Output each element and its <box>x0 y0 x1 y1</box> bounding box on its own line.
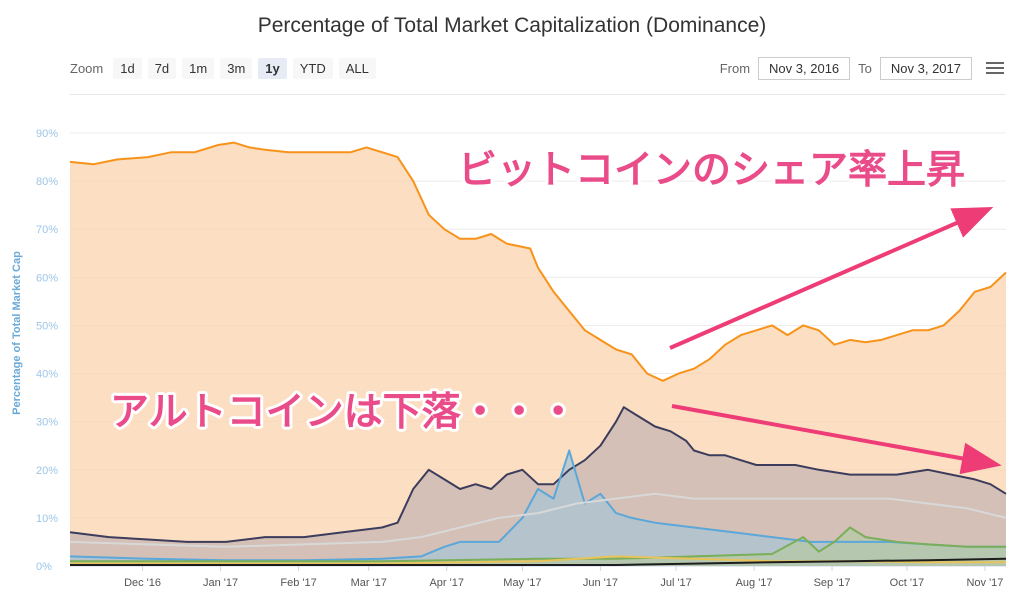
x-tick-label: Jun '17 <box>583 577 618 589</box>
zoom-ytd-button[interactable]: YTD <box>292 58 333 79</box>
from-label: From <box>719 61 751 76</box>
x-tick-label: Mar '17 <box>351 577 387 589</box>
y-tick-label: 60% <box>36 272 58 284</box>
x-tick-label: Jan '17 <box>203 577 238 589</box>
y-axis-title: Percentage of Total Market Cap <box>11 251 23 415</box>
series-area-bitcoin <box>70 142 1006 566</box>
altcoin-fall-arrow <box>671 404 1002 475</box>
y-tick-label: 40% <box>36 369 58 381</box>
y-tick-label: 50% <box>36 320 58 332</box>
y-tick-label: 20% <box>36 465 58 477</box>
zoom-3m-button[interactable]: 3m <box>220 58 253 79</box>
zoom-all-button[interactable]: ALL <box>338 58 376 79</box>
x-tick-label: Sep '17 <box>814 577 851 589</box>
series-line-litecoin <box>70 526 1006 563</box>
series-line-ethereum <box>69 406 1007 543</box>
series-areas <box>70 142 1006 566</box>
to-label: To <box>858 61 872 76</box>
series-line-yellow <box>70 555 1006 565</box>
y-tick-label: 0% <box>36 561 52 573</box>
x-tick-label: Jul '17 <box>660 577 691 589</box>
hamburger-menu-icon[interactable] <box>986 62 1004 76</box>
x-tick-label: Nov '17 <box>966 577 1003 589</box>
zoom-label: Zoom <box>70 61 104 76</box>
x-tick-label: Dec '16 <box>124 577 161 589</box>
zoom-7d-button[interactable]: 7d <box>147 58 177 79</box>
series-lines <box>69 141 1007 566</box>
date-range: From Nov 3, 2016 To Nov 3, 2017 <box>720 57 972 80</box>
chart-title: Percentage of Total Market Capitalizatio… <box>257 14 767 37</box>
y-tick-label: 10% <box>36 513 58 525</box>
altcoin-decline-annotation: アルトコインは下落・・・ <box>110 390 578 435</box>
x-axis-ticks: Dec '16 Jan '17 Feb '17 Mar '17 Apr '17 May '… <box>124 566 1003 589</box>
zoom-1d-button[interactable]: 1d <box>113 58 142 79</box>
zoom-bar: Zoom 1d 7d 1m 3m 1y YTD ALL <box>70 58 376 79</box>
x-tick-label: Apr '17 <box>429 577 464 589</box>
x-tick-label: Feb '17 <box>280 577 316 589</box>
y-tick-label: 70% <box>36 224 58 236</box>
from-date-input[interactable]: Nov 3, 2016 <box>758 57 851 80</box>
bitcoin-rise-arrow <box>669 207 994 350</box>
x-tick-label: Aug '17 <box>736 577 773 589</box>
x-tick-label: May '17 <box>503 577 541 589</box>
y-tick-label: 30% <box>36 417 58 429</box>
x-tick-label: Oct '17 <box>890 577 925 589</box>
to-date-input[interactable]: Nov 3, 2017 <box>879 57 972 80</box>
zoom-1m-button[interactable]: 1m <box>182 58 215 79</box>
bitcoin-share-annotation: ビットコインのシェア率上昇 <box>458 148 965 193</box>
series-line-others <box>69 492 1007 548</box>
series-line-black <box>70 557 1007 566</box>
y-tick-label: 90% <box>36 128 58 140</box>
series-area-litecoin <box>70 527 1006 566</box>
y-axis-ticks: 0% 10% 20% 30% 40% 50% 60% 70% 80% 90% <box>36 128 58 573</box>
series-line-bitcoin <box>69 141 1007 382</box>
series-area-ethereum <box>70 407 1006 566</box>
toolbar-divider <box>70 94 1006 95</box>
y-tick-label: 80% <box>36 176 58 188</box>
zoom-1y-button[interactable]: 1y <box>258 58 287 79</box>
